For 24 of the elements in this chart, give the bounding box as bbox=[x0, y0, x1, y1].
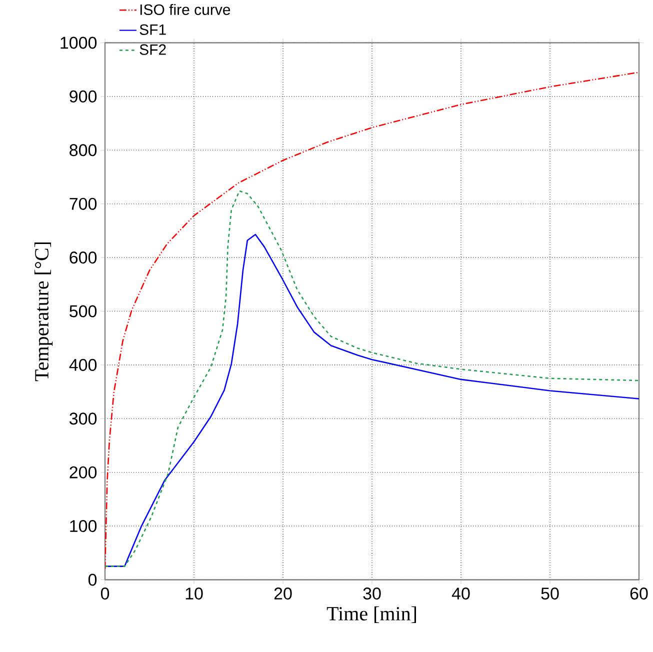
y-tick-label: 600 bbox=[70, 252, 97, 264]
x-tick-label: 30 bbox=[363, 588, 381, 600]
y-tick-label: 0 bbox=[88, 574, 97, 586]
legend-label: SF2 bbox=[140, 44, 166, 56]
y-tick-label: 900 bbox=[70, 90, 97, 103]
y-tick-label: 700 bbox=[70, 198, 97, 210]
x-tick-label: 40 bbox=[452, 588, 470, 600]
y-tick-label: 1000 bbox=[60, 36, 97, 49]
x-tick-label: 60 bbox=[630, 588, 648, 600]
y-axis-title: Temperature [°C] bbox=[34, 242, 53, 382]
y-tick-label: 800 bbox=[70, 144, 97, 156]
x-tick-label: 50 bbox=[541, 588, 559, 600]
y-tick-label: 500 bbox=[70, 305, 97, 318]
y-tick-label: 100 bbox=[70, 520, 97, 532]
y-tick-label: 200 bbox=[70, 466, 97, 478]
y-tick-label: 300 bbox=[70, 412, 97, 425]
x-tick-label: 10 bbox=[186, 588, 203, 600]
line-series bbox=[105, 72, 639, 570]
legend-label: SF1 bbox=[140, 24, 166, 36]
y-tick-label: 400 bbox=[69, 359, 97, 372]
x-tick-label: 20 bbox=[274, 588, 292, 600]
legend-label: ISO fire curve bbox=[140, 4, 230, 16]
x-tick-label: 0 bbox=[100, 588, 110, 600]
x-axis-title: Time [min] bbox=[326, 606, 416, 624]
